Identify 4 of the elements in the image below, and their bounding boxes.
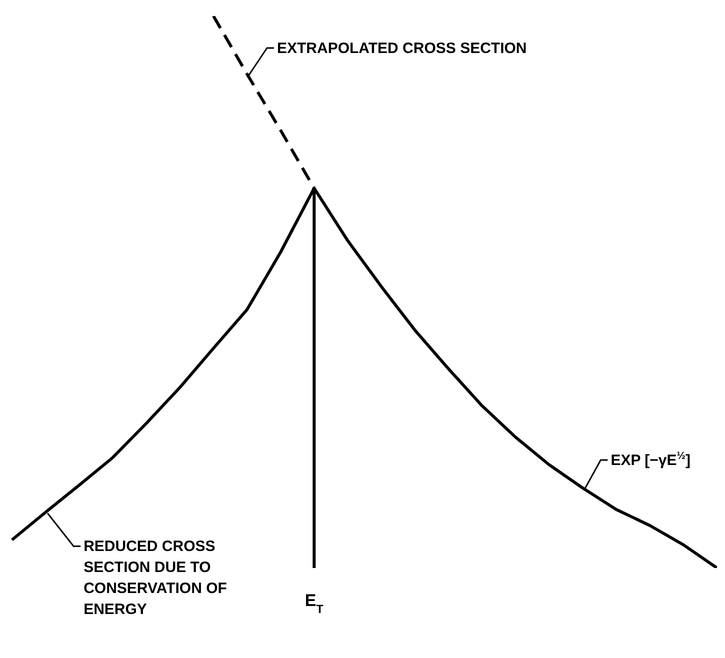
text: E$_{T}$ [304,591,324,616]
text: EXTRAPOLATED CROSS SECTION [277,40,527,57]
text: REDUCED CROSS SECTION DUE TO CONSERVATION OF ENERGY [84,538,227,618]
text: EXP [−γE$^{½}$] [610,450,690,469]
